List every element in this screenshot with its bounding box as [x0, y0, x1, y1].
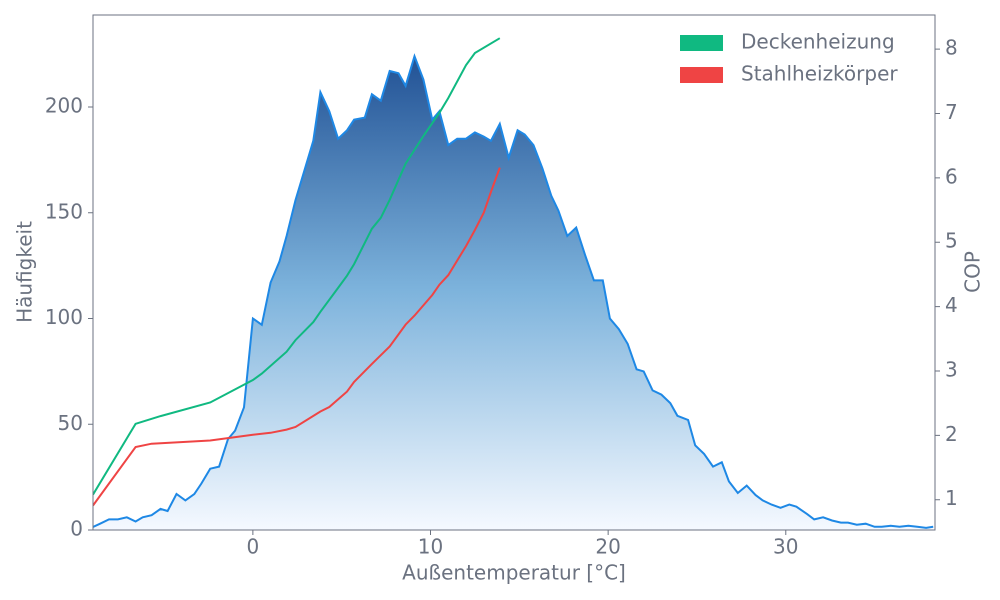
cop-line — [93, 167, 501, 507]
y2-axis-label: COP — [961, 251, 985, 293]
y2-tick-label: 7 — [945, 100, 958, 124]
plot-frame — [92, 14, 936, 531]
legend-swatch — [680, 35, 723, 51]
y-tick-label: 50 — [58, 411, 83, 435]
area-line — [93, 53, 934, 529]
y2-tick-label: 2 — [945, 422, 958, 446]
y2-tick-label: 4 — [945, 293, 958, 317]
y2-tick-label: 1 — [945, 486, 958, 510]
area-fill — [93, 56, 934, 530]
x-tick-label: 10 — [418, 535, 443, 559]
y-tick-label: 200 — [45, 94, 83, 118]
y2-tick-label: 3 — [945, 357, 958, 381]
y-axis-label: Häufigkeit — [13, 221, 37, 323]
y-tick-label: 150 — [45, 199, 83, 223]
cop-line — [93, 37, 501, 496]
x-tick-label: 0 — [247, 535, 260, 559]
legend-label: Stahlheizkörper — [741, 62, 898, 86]
y2-tick-label: 8 — [945, 36, 958, 60]
y-tick-label: 100 — [45, 305, 83, 329]
x-axis-label: Außentemperatur [°C] — [402, 561, 626, 585]
legend-swatch — [680, 67, 723, 83]
x-tick-label: 20 — [595, 535, 620, 559]
y-tick-label: 0 — [70, 517, 83, 541]
y2-tick-label: 6 — [945, 164, 958, 188]
x-tick-label: 30 — [773, 535, 798, 559]
legend-label: Deckenheizung — [741, 30, 895, 54]
y2-tick-label: 5 — [945, 229, 958, 253]
